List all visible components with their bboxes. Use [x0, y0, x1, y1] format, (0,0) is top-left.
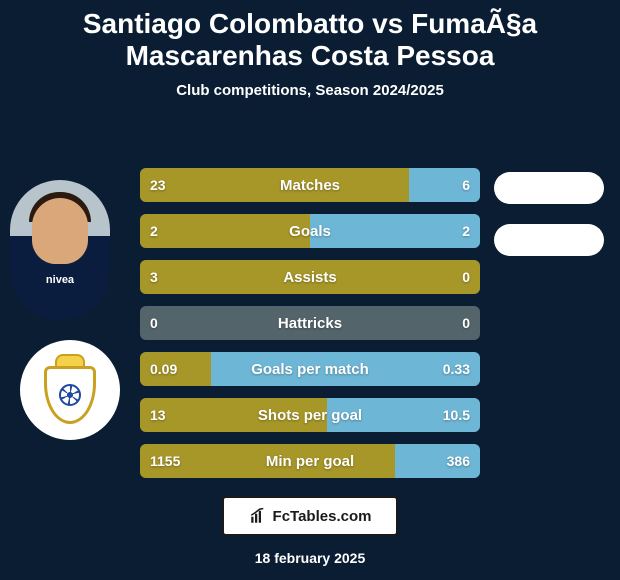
crest-inner [40, 354, 100, 426]
crest-crown-icon [55, 354, 85, 366]
page-title: Santiago Colombatto vs FumaÃ§a Mascarenh… [0, 8, 620, 72]
stat-row: 30Assists [140, 260, 480, 294]
stat-row: 236Matches [140, 168, 480, 202]
stat-label: Hattricks [140, 306, 480, 340]
stat-label: Goals [140, 214, 480, 248]
avatar-jersey-text: nivea [46, 274, 74, 286]
stat-row: 0.090.33Goals per match [140, 352, 480, 386]
stat-label: Goals per match [140, 352, 480, 386]
stat-row: 1155386Min per goal [140, 444, 480, 478]
chart-icon [249, 507, 267, 525]
crest-ball-icon [59, 384, 81, 406]
stat-row: 00Hattricks [140, 306, 480, 340]
stat-row: 22Goals [140, 214, 480, 248]
source-badge: FcTables.com [222, 496, 398, 536]
stat-label: Matches [140, 168, 480, 202]
crest-shield-icon [44, 366, 96, 424]
player2-avatar-placeholder [494, 172, 604, 204]
subtitle: Club competitions, Season 2024/2025 [0, 82, 620, 99]
stat-label: Min per goal [140, 444, 480, 478]
infographic-container: Santiago Colombatto vs FumaÃ§a Mascarenh… [0, 0, 620, 580]
date-text: 18 february 2025 [0, 550, 620, 566]
player1-club-crest [20, 340, 120, 440]
avatar-head [32, 198, 88, 264]
stat-label: Shots per goal [140, 398, 480, 432]
source-text: FcTables.com [273, 508, 372, 525]
stats-rows: 236Matches 22Goals 30Assists 00Hattricks 0.0… [140, 168, 480, 490]
stat-row: 1310.5Shots per goal [140, 398, 480, 432]
stat-label: Assists [140, 260, 480, 294]
player1-avatar: nivea [10, 180, 110, 320]
player2-club-placeholder [494, 224, 604, 256]
